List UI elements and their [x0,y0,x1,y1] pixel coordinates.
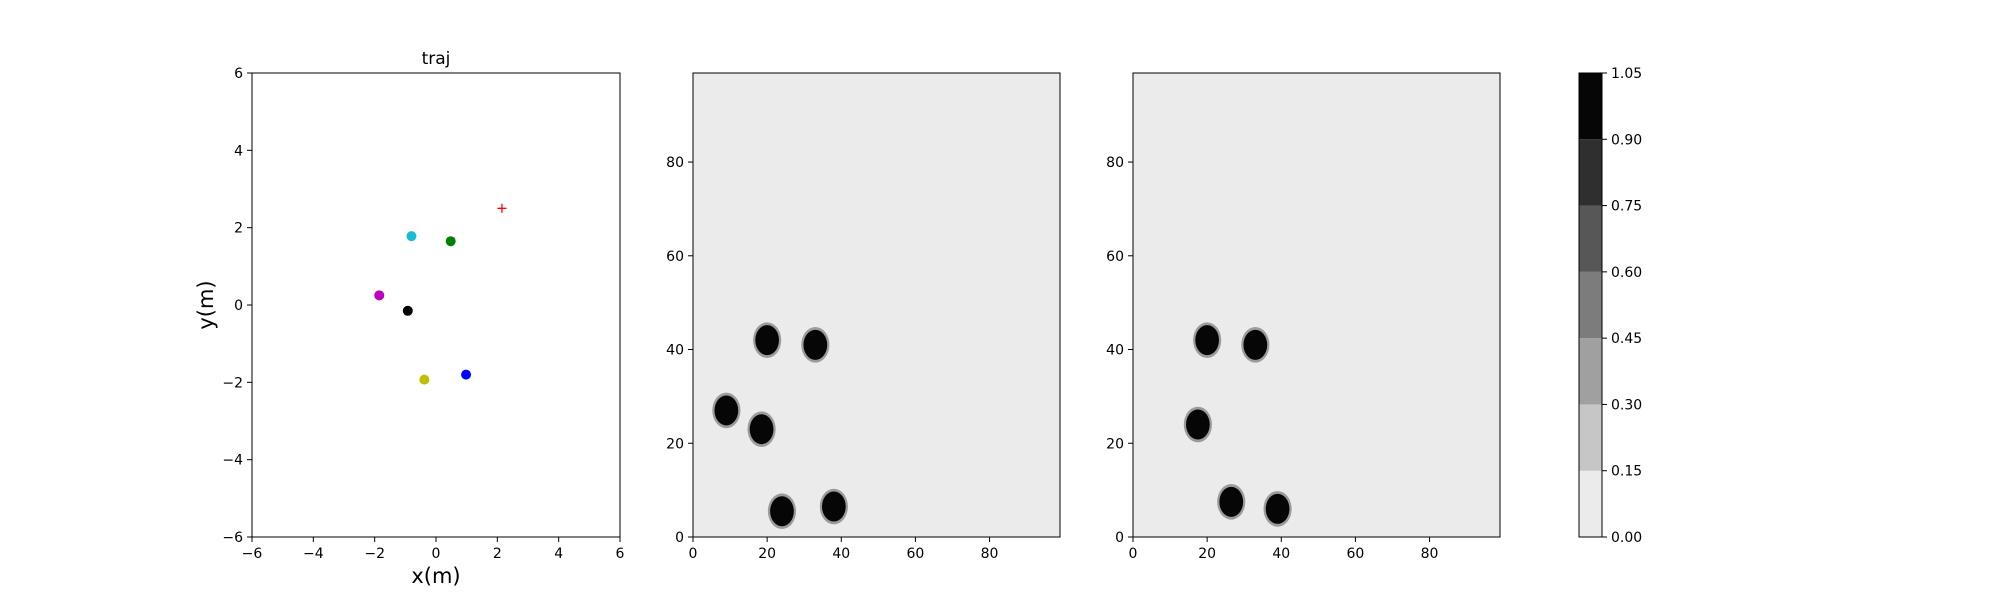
occupancy-blob [1263,491,1292,527]
colorbar-tick-label: 0.60 [1611,265,1642,281]
agent-point [419,374,430,385]
heatmap-2-background [1133,73,1500,537]
agent-point [406,231,417,242]
occupancy-blob [819,488,848,525]
occupancy-blob [1183,406,1212,443]
agent-point [374,290,385,301]
trajectory-x-axis-label: x(m) [411,564,460,588]
x-tick-label: 80 [1421,546,1439,562]
heatmap-1-blobs [712,322,848,530]
y-tick-label: 20 [1106,436,1124,452]
heatmap-1-y-ticks: 0 20 40 60 80 [666,155,693,546]
y-tick-label: 60 [666,249,684,265]
colorbar-frame [1578,72,1603,538]
trajectory-x-ticks: −6 −4 −2 0 2 4 6 [242,537,625,562]
y-tick-label: −6 [222,530,243,546]
heatmap-panel-1: 0 20 40 60 80 0 20 40 60 80 [666,72,1061,562]
trajectory-plot-area [252,73,620,537]
occupancy-blob [1241,327,1270,363]
colorbar: 0.00 0.15 0.30 0.45 0.60 0.75 0.90 1.05 [1578,66,1642,546]
colorbar-tick-label: 0.15 [1611,464,1642,480]
heatmap-panel-2: 0 20 40 60 80 0 20 40 60 80 [1106,72,1501,562]
x-tick-label: 0 [432,546,441,562]
y-tick-label: 40 [666,343,684,359]
heatmap-1-x-ticks: 0 20 40 60 80 [689,537,999,562]
y-tick-label: 80 [1106,155,1124,171]
x-tick-label: 0 [689,546,698,562]
agent-point [402,305,413,316]
occupancy-blob [753,322,782,358]
trajectory-frame [251,72,621,538]
trajectory-points [374,203,507,385]
colorbar-band [1579,73,1602,140]
y-tick-label: 0 [234,298,243,314]
x-tick-label: 40 [1272,546,1290,562]
agent-point [461,369,472,380]
x-tick-label: 0 [1129,546,1138,562]
y-tick-label: −2 [222,375,243,391]
occupancy-blob [712,392,741,429]
x-tick-label: 2 [493,546,502,562]
colorbar-band [1579,404,1602,471]
trajectory-y-ticks: −6 −4 −2 0 2 4 6 [222,66,252,546]
x-tick-label: 80 [981,546,999,562]
colorbar-tick-label: 0.45 [1611,331,1642,347]
colorbar-tick-label: 0.90 [1611,132,1642,148]
occupancy-blob [747,411,776,448]
y-tick-label: 40 [1106,343,1124,359]
x-tick-label: −6 [242,546,263,562]
heatmap-2-y-ticks: 0 20 40 60 80 [1106,155,1133,546]
colorbar-bands [1579,73,1602,537]
target-plus-marker [497,203,507,213]
x-tick-label: 6 [616,546,625,562]
heatmap-1-background [693,73,1060,537]
trajectory-y-axis-label: y(m) [194,280,218,329]
colorbar-tick-label: 0.30 [1611,397,1642,413]
agent-point [445,236,456,247]
occupancy-blob [767,493,797,530]
y-tick-label: 4 [234,143,243,159]
colorbar-tick-label: 0.75 [1611,199,1642,215]
trajectory-title: traj [422,49,451,69]
heatmap-2-blobs [1183,322,1292,527]
x-tick-label: 20 [758,546,776,562]
x-tick-label: 4 [554,546,563,562]
colorbar-ticks: 0.00 0.15 0.30 0.45 0.60 0.75 0.90 1.05 [1602,66,1642,546]
colorbar-band [1579,470,1602,537]
occupancy-blob [1217,484,1246,520]
heatmap-1-frame [692,72,1061,538]
y-tick-label: 0 [1115,530,1124,546]
x-tick-label: −4 [303,546,324,562]
y-tick-label: 6 [234,66,243,82]
heatmap-2-x-ticks: 0 20 40 60 80 [1129,537,1439,562]
x-tick-label: 60 [1347,546,1365,562]
colorbar-band [1579,271,1602,339]
x-tick-label: −2 [364,546,385,562]
occupancy-blob [1193,322,1222,358]
y-tick-label: −4 [222,453,243,469]
y-tick-label: 80 [666,155,684,171]
colorbar-band [1579,338,1602,405]
occupancy-blob [801,327,830,363]
x-tick-label: 60 [907,546,925,562]
x-tick-label: 20 [1198,546,1216,562]
heatmap-2-frame [1132,72,1501,538]
colorbar-band [1579,139,1602,206]
y-tick-label: 20 [666,436,684,452]
colorbar-tick-label: 1.05 [1611,66,1642,82]
colorbar-tick-label: 0.00 [1611,530,1642,546]
y-tick-label: 2 [234,221,243,237]
y-tick-label: 0 [675,530,684,546]
trajectory-panel: traj −6 −4 −2 0 2 4 6 −6 −4 −2 0 2 4 6 x(m) y(m) [194,49,625,588]
colorbar-band [1579,205,1602,272]
y-tick-label: 60 [1106,249,1124,265]
x-tick-label: 40 [832,546,850,562]
